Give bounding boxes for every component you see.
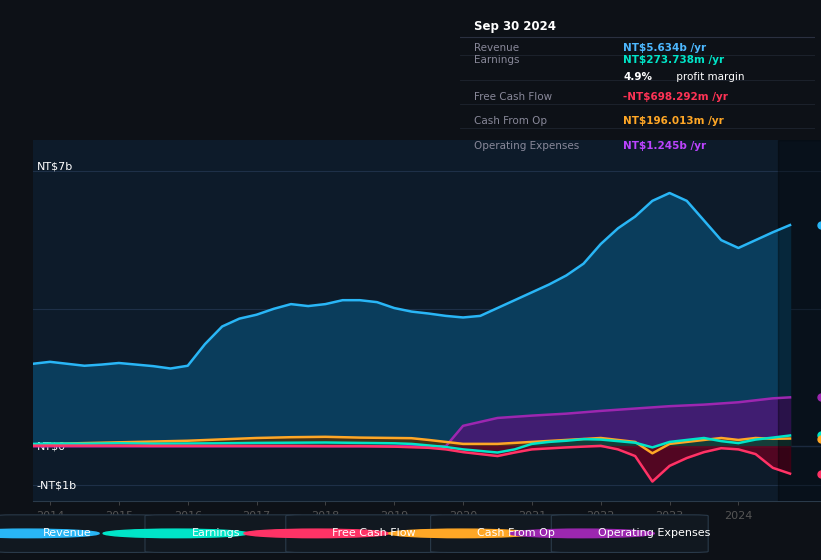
Circle shape: [389, 529, 534, 538]
FancyBboxPatch shape: [552, 515, 709, 552]
Text: Cash From Op: Cash From Op: [477, 529, 555, 538]
Text: NT$273.738m /yr: NT$273.738m /yr: [623, 55, 724, 65]
Text: Revenue: Revenue: [475, 43, 520, 53]
Text: 4.9%: 4.9%: [623, 72, 653, 82]
Text: Operating Expenses: Operating Expenses: [598, 529, 710, 538]
Text: NT$1.245b /yr: NT$1.245b /yr: [623, 141, 706, 151]
Text: Free Cash Flow: Free Cash Flow: [475, 92, 553, 102]
Circle shape: [0, 529, 99, 538]
Text: -NT$1b: -NT$1b: [37, 480, 77, 491]
Text: Earnings: Earnings: [475, 55, 520, 65]
Text: NT$0: NT$0: [37, 441, 66, 451]
FancyBboxPatch shape: [0, 515, 153, 552]
Text: Sep 30 2024: Sep 30 2024: [475, 20, 556, 32]
Circle shape: [244, 529, 389, 538]
Text: Free Cash Flow: Free Cash Flow: [333, 529, 416, 538]
Text: profit margin: profit margin: [673, 72, 745, 82]
Text: Earnings: Earnings: [191, 529, 241, 538]
FancyBboxPatch shape: [145, 515, 302, 552]
Bar: [778, 140, 821, 501]
Text: NT$196.013m /yr: NT$196.013m /yr: [623, 116, 724, 127]
Text: NT$7b: NT$7b: [37, 161, 73, 171]
Text: Revenue: Revenue: [43, 529, 92, 538]
FancyBboxPatch shape: [286, 515, 443, 552]
Circle shape: [510, 529, 654, 538]
Text: -NT$698.292m /yr: -NT$698.292m /yr: [623, 92, 728, 102]
FancyBboxPatch shape: [430, 515, 588, 552]
Text: Cash From Op: Cash From Op: [475, 116, 548, 127]
Text: Operating Expenses: Operating Expenses: [475, 141, 580, 151]
Circle shape: [103, 529, 248, 538]
Text: NT$5.634b /yr: NT$5.634b /yr: [623, 43, 706, 53]
